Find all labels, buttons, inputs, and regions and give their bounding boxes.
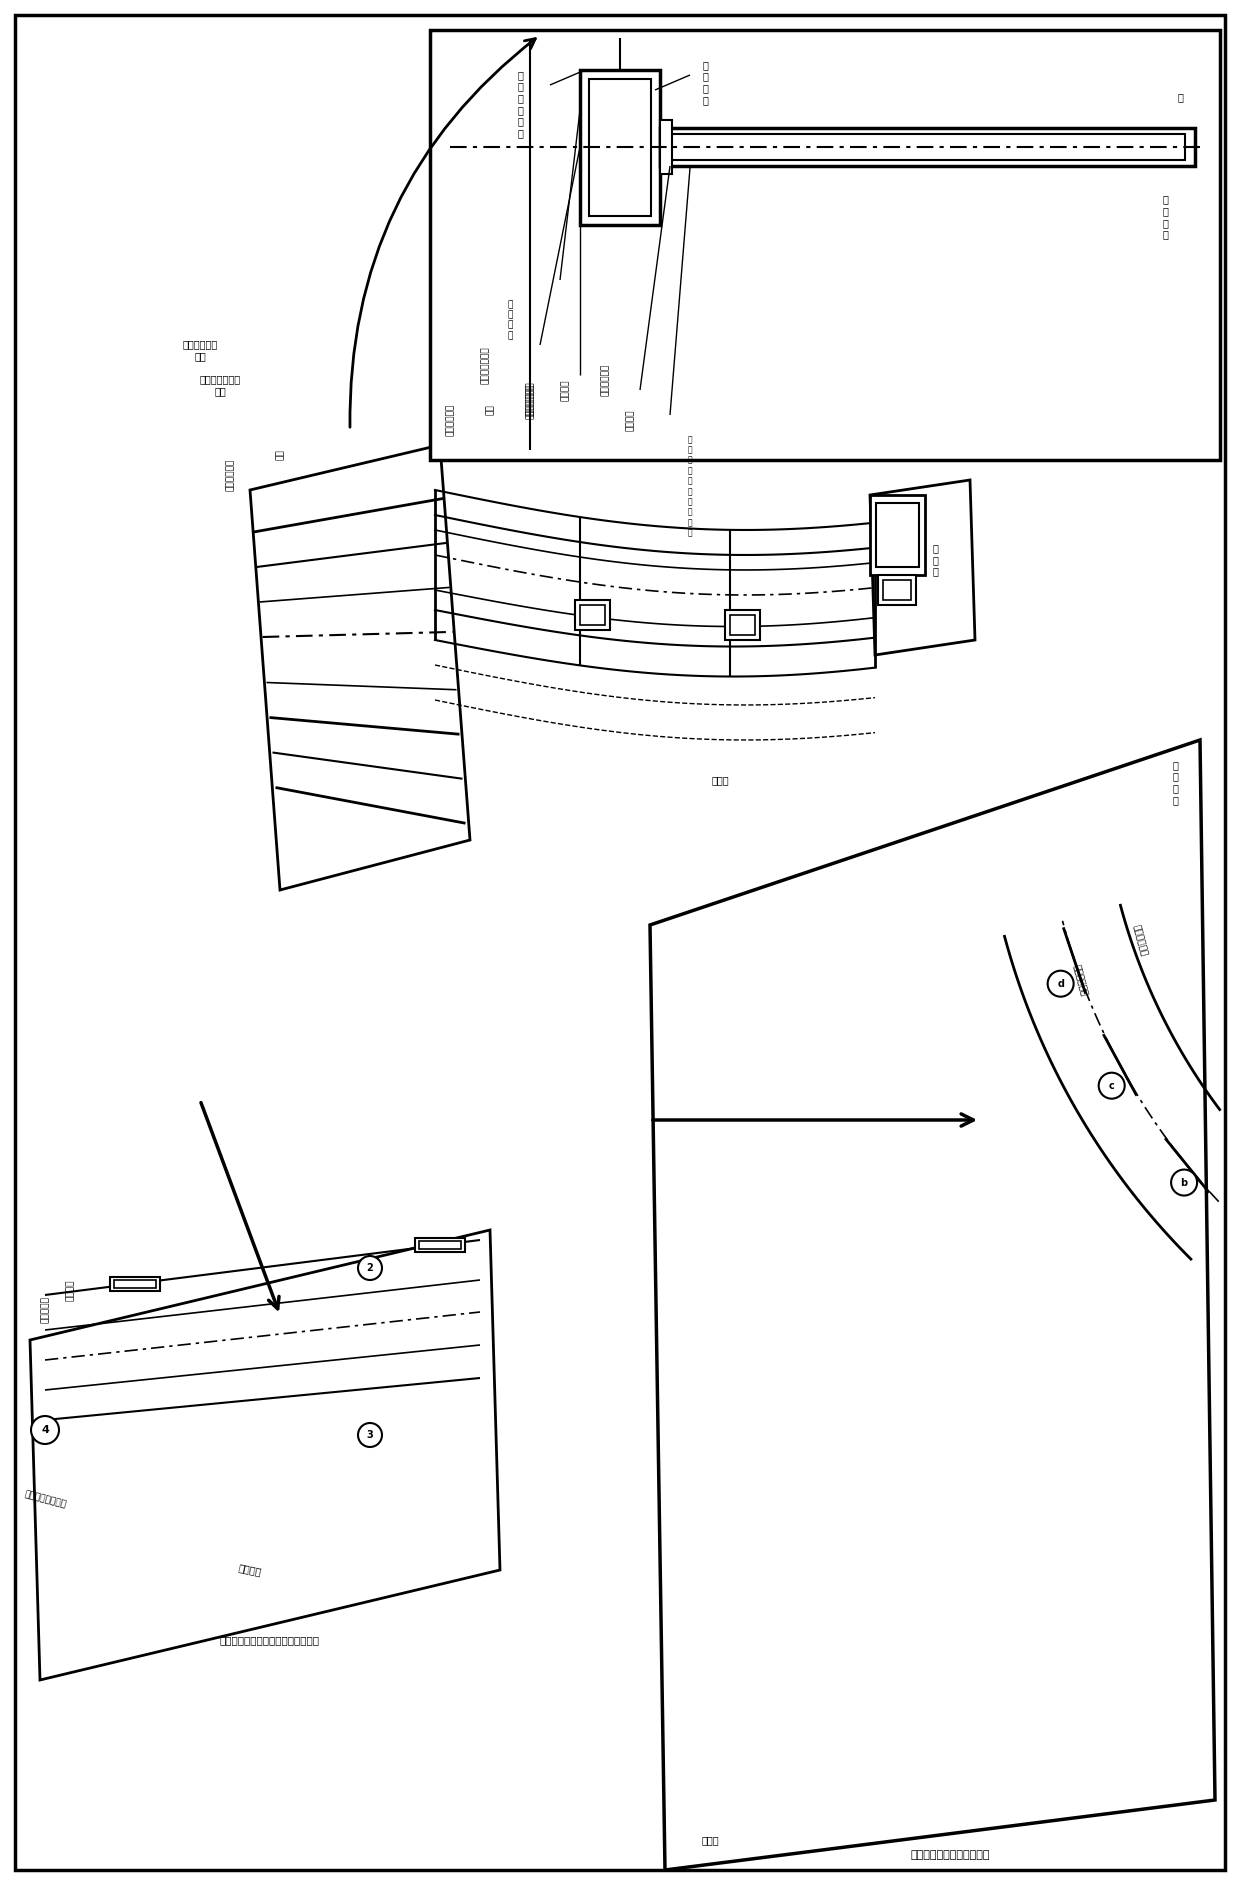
Text: 设计路面: 设计路面	[560, 379, 569, 402]
Text: 设计道路中心轴线: 设计道路中心轴线	[24, 1489, 67, 1510]
Text: 断面模板右边: 断面模板右边	[600, 364, 610, 396]
Circle shape	[1048, 971, 1074, 997]
Text: d: d	[1058, 978, 1064, 990]
Text: 设
计
断
面: 设 计 断 面	[1162, 194, 1168, 239]
Text: 设计道路中心线所在竖截面展开平面: 设计道路中心线所在竖截面展开平面	[219, 1634, 320, 1646]
Text: 断面模板左边: 断面模板左边	[445, 403, 455, 435]
Text: 断
面
图
样: 断 面 图 样	[1172, 760, 1178, 805]
Text: 设计道路中心线: 设计道路中心线	[481, 347, 490, 385]
Bar	[870, 496, 925, 575]
Bar	[114, 1280, 156, 1287]
Text: c: c	[1109, 1080, 1115, 1091]
Circle shape	[358, 1255, 382, 1280]
Text: 断面模板的断
面图: 断面模板的断 面图	[182, 339, 218, 360]
Circle shape	[1099, 1073, 1125, 1099]
Polygon shape	[650, 741, 1215, 1870]
Text: 4: 4	[41, 1425, 48, 1434]
Text: 设计路面: 设计路面	[625, 409, 635, 432]
Bar	[580, 70, 660, 224]
Circle shape	[1171, 1169, 1197, 1195]
Bar	[660, 128, 1195, 166]
Text: 断
面
模
板
顶
面: 断 面 模 板 顶 面	[517, 70, 523, 138]
Text: 与大地水平面平行的展开面: 与大地水平面平行的展开面	[910, 1849, 990, 1860]
Bar	[660, 121, 672, 173]
Circle shape	[31, 1416, 60, 1444]
Bar	[414, 1238, 465, 1252]
Text: 2: 2	[367, 1263, 373, 1272]
Text: 断面模板边线: 断面模板边线	[1071, 963, 1089, 997]
Bar	[589, 79, 651, 217]
Text: 3: 3	[367, 1431, 373, 1440]
Text: 经过分割面的断
面图: 经过分割面的断 面图	[200, 375, 241, 396]
Polygon shape	[870, 481, 975, 654]
Text: 断系立面: 断系立面	[238, 1563, 263, 1578]
Bar	[875, 503, 919, 567]
Bar	[110, 1276, 160, 1291]
Bar	[419, 1240, 461, 1250]
Bar	[730, 615, 755, 635]
Bar	[725, 611, 760, 641]
Bar	[430, 30, 1220, 460]
Bar	[580, 605, 605, 626]
Text: 断面模板左边: 断面模板左边	[226, 458, 234, 492]
Text: 断面模板: 断面模板	[66, 1280, 74, 1301]
Text: 分割面: 分割面	[701, 1834, 719, 1845]
Text: b: b	[1180, 1178, 1188, 1188]
Text: 分
割
面: 分 割 面	[932, 543, 937, 577]
Circle shape	[358, 1423, 382, 1448]
Bar	[575, 599, 610, 630]
Bar	[878, 575, 916, 605]
Text: 设计道路断面: 设计道路断面	[526, 385, 534, 417]
Text: 断面: 断面	[275, 451, 284, 460]
Text: 断: 断	[1177, 92, 1183, 102]
Text: 断
面
模
板: 断 面 模 板	[702, 60, 708, 106]
Polygon shape	[30, 1231, 500, 1680]
Bar	[883, 581, 911, 599]
Text: 断面: 断面	[486, 405, 495, 415]
Text: 设计路面边线: 设计路面边线	[1131, 924, 1148, 958]
Polygon shape	[250, 445, 470, 890]
Text: 分割面: 分割面	[712, 775, 729, 784]
Text: 断
面
图
框: 断 面 图 框	[507, 300, 512, 339]
Text: 断面模板左: 断面模板左	[41, 1297, 50, 1323]
Text: 断
面
与
大
地
水
平
面
交
线: 断 面 与 大 地 水 平 面 交 线	[688, 435, 692, 537]
Text: 设计道路中心线: 设计道路中心线	[526, 381, 534, 418]
Bar	[665, 134, 1185, 160]
